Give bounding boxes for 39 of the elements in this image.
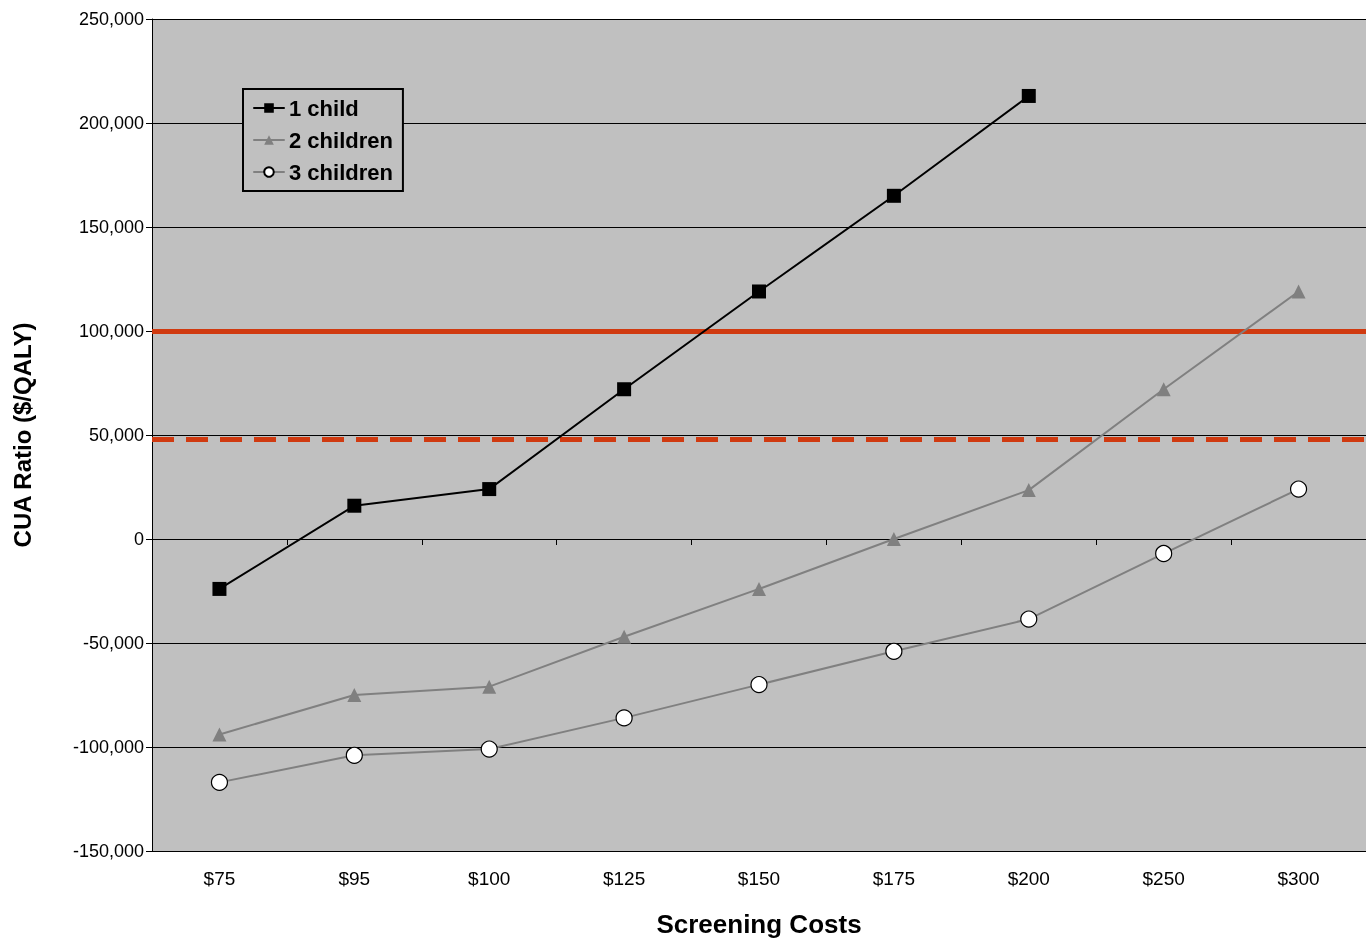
point [347, 688, 362, 702]
point [1156, 382, 1171, 397]
point [886, 532, 901, 546]
x-axis-title: Screening Costs [656, 909, 862, 939]
y-tick-label: -150,000 [72, 841, 144, 861]
legend-label: 3 children [289, 159, 393, 185]
x-tick-label: $300 [1277, 868, 1320, 889]
x-tick-label: $100 [468, 868, 511, 889]
y-tick-label: -100,000 [72, 737, 144, 757]
point [752, 581, 766, 596]
y-tick-label: 100,000 [78, 321, 144, 341]
point [212, 727, 227, 742]
y-tick-label: 200,000 [78, 113, 144, 133]
y-tick-label: -50,000 [82, 633, 144, 653]
y-tick-label: 50,000 [88, 425, 144, 445]
point [752, 284, 766, 299]
point [212, 581, 227, 596]
point [347, 498, 362, 513]
y-axis-title: CUA Ratio ($/QALY) [8, 322, 36, 548]
y-tick-label: 250,000 [78, 9, 144, 29]
point [886, 188, 901, 203]
y-tick-label: 150,000 [78, 217, 144, 237]
x-tick-label: $125 [602, 868, 646, 889]
point [617, 382, 632, 397]
point [1021, 88, 1036, 103]
point [482, 482, 497, 497]
x-tick-label: $150 [737, 868, 781, 889]
point [617, 629, 632, 644]
point [1291, 284, 1306, 299]
legend-label: 2 children [289, 127, 393, 153]
x-tick-label: $95 [338, 868, 371, 889]
x-tick-label: $250 [1142, 868, 1185, 889]
point [1021, 483, 1036, 498]
x-tick-label: $200 [1007, 868, 1050, 889]
y-tick-label: 0 [133, 529, 144, 549]
point [482, 679, 497, 694]
x-tick-label: $75 [203, 868, 236, 889]
legend-label: 1 child [289, 95, 359, 121]
x-tick-label: $175 [872, 868, 916, 889]
